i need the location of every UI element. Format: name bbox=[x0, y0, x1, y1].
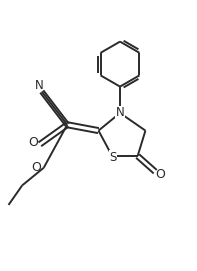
Text: N: N bbox=[116, 106, 124, 119]
Text: O: O bbox=[28, 136, 38, 149]
Text: N: N bbox=[34, 79, 43, 92]
Text: S: S bbox=[110, 150, 117, 163]
Text: O: O bbox=[31, 161, 41, 174]
Text: O: O bbox=[155, 168, 165, 181]
